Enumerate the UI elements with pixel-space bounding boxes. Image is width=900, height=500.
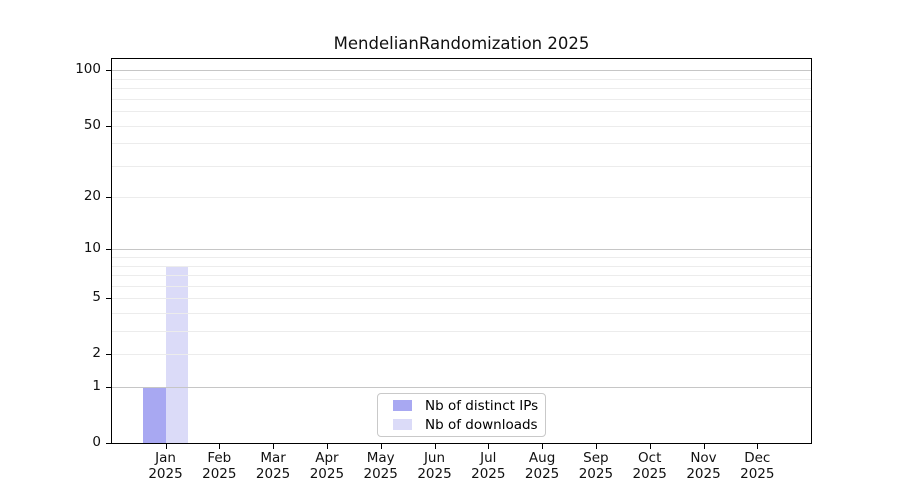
x-tick-label: Aug 2025 [524, 450, 560, 482]
y-tick-label: 20 [83, 188, 101, 205]
y-tick-label: 0 [92, 434, 101, 450]
legend-label-distinct-ips: Nb of distinct IPs [425, 397, 539, 414]
y-tick-label: 100 [75, 61, 101, 78]
y-tick-label: 10 [83, 240, 101, 257]
x-tick-label: Jan 2025 [148, 450, 183, 482]
x-tick [595, 444, 597, 449]
x-tick-label: Oct 2025 [632, 450, 667, 482]
x-tick [488, 444, 490, 449]
x-tick [273, 444, 275, 449]
x-tick-label: Sep 2025 [578, 450, 614, 482]
x-tick [165, 444, 167, 449]
x-tick [219, 444, 221, 449]
x-tick [434, 444, 436, 449]
chart-title: MendelianRandomization 2025 [333, 34, 590, 53]
y-tick-label: 50 [83, 116, 101, 133]
x-tick-label: Feb 2025 [202, 450, 237, 482]
x-tick-label: Nov 2025 [686, 450, 721, 482]
legend-item-distinct-ips: Nb of distinct IPs [378, 398, 545, 414]
x-tick [649, 444, 651, 449]
x-tick-label: May 2025 [363, 450, 398, 482]
legend-swatch-downloads [393, 419, 412, 430]
x-tick-label: Dec 2025 [740, 450, 775, 482]
x-tick [542, 444, 544, 449]
x-tick [380, 444, 382, 449]
x-tick-label: Jun 2025 [417, 450, 452, 482]
x-tick [757, 444, 759, 449]
legend-swatch-distinct-ips [393, 400, 412, 411]
x-tick-label: Apr 2025 [309, 450, 345, 482]
x-tick [703, 444, 705, 449]
legend-label-downloads: Nb of downloads [425, 416, 538, 433]
y-tick-label: 2 [92, 345, 101, 362]
x-tick-label: Mar 2025 [255, 450, 291, 482]
plot-frame [111, 58, 812, 444]
legend: Nb of distinct IPs Nb of downloads [377, 393, 546, 437]
y-tick-label: 1 [92, 378, 101, 394]
y-tick-label: 5 [92, 289, 101, 306]
legend-item-downloads: Nb of downloads [378, 417, 545, 433]
x-tick-label: Jul 2025 [471, 450, 506, 482]
x-tick [326, 444, 328, 449]
